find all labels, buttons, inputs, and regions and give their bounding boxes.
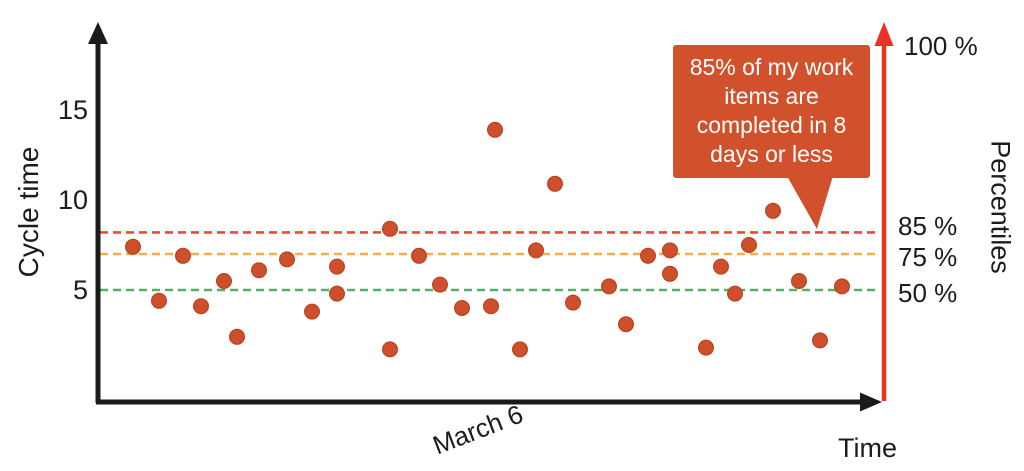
y-tick-10: 10 <box>57 185 88 215</box>
data-point <box>564 294 581 311</box>
data-point <box>811 332 828 349</box>
data-point <box>454 300 471 317</box>
callout-bubble: 85% of my work items are completed in 8 … <box>673 45 870 178</box>
data-point <box>697 339 714 356</box>
y-axis <box>88 22 108 403</box>
data-point <box>251 262 268 279</box>
scatter-points <box>124 121 850 358</box>
data-point <box>546 175 563 192</box>
data-point <box>329 258 346 275</box>
percentiles-axis-arrowhead <box>874 22 894 46</box>
data-point <box>124 238 141 255</box>
right-axis-title: Percentiles <box>985 140 1016 274</box>
data-point <box>726 285 743 302</box>
data-point <box>511 341 528 358</box>
data-point <box>833 278 850 295</box>
callout-line: days or less <box>710 141 833 167</box>
x-axis-arrowhead <box>860 392 882 412</box>
data-point <box>661 242 678 259</box>
y-axis-arrowhead <box>88 22 108 44</box>
right-label-75: 75 % <box>898 242 958 272</box>
y-tick-5: 5 <box>72 275 88 305</box>
data-point <box>382 220 399 237</box>
data-point <box>600 278 617 295</box>
data-point <box>712 258 729 275</box>
data-point <box>639 247 656 264</box>
data-point <box>411 247 428 264</box>
callout-line: 85% of my work <box>689 54 854 80</box>
x-axis-title: Time <box>838 433 897 463</box>
data-point <box>382 341 399 358</box>
x-axis <box>96 392 882 412</box>
data-point <box>487 121 504 138</box>
callout-line: completed in 8 <box>696 112 847 138</box>
data-point <box>790 273 807 290</box>
data-point <box>740 237 757 254</box>
data-point <box>432 276 449 293</box>
right-label-85: 85 % <box>898 211 958 241</box>
y-axis-title: Cycle time <box>13 146 44 278</box>
data-point <box>193 298 210 315</box>
y-tick-15: 15 <box>57 95 88 125</box>
data-point <box>661 265 678 282</box>
data-point <box>216 273 233 290</box>
data-point <box>329 285 346 302</box>
data-point <box>175 247 192 264</box>
callout-line: items are <box>724 83 819 109</box>
right-label-50: 50 % <box>898 278 958 308</box>
data-point <box>229 328 246 345</box>
data-point <box>279 251 296 268</box>
data-point <box>527 242 544 259</box>
data-point <box>151 292 168 309</box>
data-point <box>304 303 321 320</box>
data-point <box>483 298 500 315</box>
data-point <box>617 316 634 333</box>
percentiles-axis <box>874 22 894 401</box>
right-label-100: 100 % <box>904 31 978 61</box>
data-point <box>764 202 781 219</box>
